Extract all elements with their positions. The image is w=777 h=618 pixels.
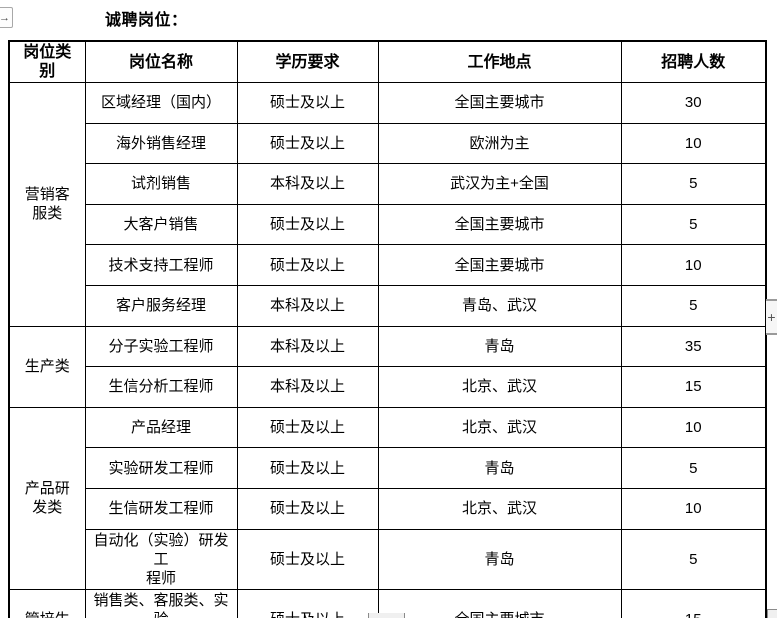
cell-degree: 本科及以上: [236, 366, 379, 408]
header-count: 招聘人数: [620, 40, 767, 83]
scrollbar-corner: [767, 609, 777, 618]
cell-location: 北京、武汉: [377, 406, 622, 449]
cell-degree: 本科及以上: [236, 163, 379, 205]
table-row: 客户服务经理 本科及以上 青岛、武汉 5: [9, 284, 767, 327]
table-row: 生信研发工程师 硕士及以上 北京、武汉 10: [9, 487, 767, 530]
cell-count: 30: [620, 82, 767, 124]
table-row: 实验研发工程师 硕士及以上 青岛 5: [9, 447, 767, 489]
table-row: 海外销售经理 硕士及以上 欧洲为主 10: [9, 122, 767, 165]
table-row: 大客户销售 硕士及以上 全国主要城市 5: [9, 203, 767, 246]
cell-degree: 硕士及以上: [236, 244, 379, 286]
header-position-name: 岗位名称: [84, 40, 238, 83]
table-row: 产品研 发类 产品经理 硕士及以上 北京、武汉 10: [8, 406, 767, 590]
cell-location: 全国主要城市: [377, 82, 622, 124]
scrollbar-divider-bottom: [766, 333, 777, 335]
horizontal-scrollbar-thumb[interactable]: [368, 613, 405, 618]
cell-degree: 硕士及以上: [236, 203, 379, 246]
cell-degree: 本科及以上: [236, 325, 379, 368]
cell-category: 营销客 服类: [8, 82, 86, 327]
page-title: 诚聘岗位：: [105, 12, 188, 29]
cell-position-name: 海外销售经理: [84, 122, 238, 165]
header-degree: 学历要求: [236, 40, 379, 83]
cell-position-name: 生信分析工程师: [84, 366, 238, 408]
plus-icon: +: [767, 309, 776, 325]
table-row: 生信分析工程师 本科及以上 北京、武汉 15: [9, 366, 767, 408]
cell-count: 5: [620, 447, 767, 489]
cell-degree: 硕士及以上: [236, 447, 379, 489]
cell-degree: 硕士及以上: [236, 122, 379, 165]
cell-position-name: 生信研发工程师: [84, 487, 238, 530]
right-arrow-icon: →: [0, 11, 10, 24]
cell-position-name: 自动化（实验）研发工 程师: [84, 528, 238, 590]
cell-category: 管培生: [8, 588, 86, 618]
cell-count: 5: [620, 528, 767, 590]
cell-count: 10: [620, 487, 767, 530]
table-row: 自动化（实验）研发工 程师 硕士及以上 青岛 5: [9, 528, 767, 590]
cell-location: 武汉为主+全国: [377, 163, 622, 205]
scrollbar-divider-top: [766, 299, 777, 301]
scroll-left-arrow-button[interactable]: →: [0, 7, 13, 28]
cell-degree: 硕士及以上: [236, 82, 379, 124]
header-location: 工作地点: [377, 40, 622, 83]
cell-degree: 硕士及以上: [236, 528, 379, 590]
cell-position-name: 分子实验工程师: [84, 325, 238, 368]
cell-category: 产品研 发类: [8, 406, 86, 590]
cell-position-name: 产品经理: [84, 406, 238, 449]
cell-position-name: 销售类、客服类、实验 类、生产类: [84, 588, 238, 618]
cell-degree: 本科及以上: [236, 284, 379, 327]
cell-position-name: 客户服务经理: [84, 284, 238, 327]
cell-position-name: 实验研发工程师: [84, 447, 238, 489]
cell-location: 青岛: [377, 447, 622, 489]
cell-degree: 硕士及以上: [236, 406, 379, 449]
table-row: 管培生 销售类、客服类、实验 类、生产类 硕士及以上 全国主要城市 15: [8, 588, 767, 618]
cell-degree: 硕士及以上: [236, 487, 379, 530]
cell-count: 5: [620, 203, 767, 246]
cell-count: 5: [620, 163, 767, 205]
zoom-in-button[interactable]: +: [766, 301, 777, 333]
cell-location: 青岛: [377, 325, 622, 368]
cell-category: 生产类: [8, 325, 86, 408]
cell-count: 5: [620, 284, 767, 327]
header-row: 岗位类 别 岗位名称 学历要求 工作地点 招聘人数: [8, 40, 767, 83]
cell-location: 全国主要城市: [377, 588, 622, 618]
cell-position-name: 大客户销售: [84, 203, 238, 246]
table-row: 生产类 分子实验工程师 本科及以上 青岛 35: [8, 325, 767, 408]
header-category: 岗位类 别: [8, 40, 86, 83]
table-row: 试剂销售 本科及以上 武汉为主+全国 5: [9, 163, 767, 205]
cell-location: 欧洲为主: [377, 122, 622, 165]
cell-position-name: 试剂销售: [84, 163, 238, 205]
cell-degree: 硕士及以上: [236, 588, 379, 618]
cell-count: 35: [620, 325, 767, 368]
cell-count: 15: [620, 588, 767, 618]
cell-location: 北京、武汉: [377, 487, 622, 530]
cell-location: 北京、武汉: [377, 366, 622, 408]
cell-position-name: 区域经理（国内）: [84, 82, 238, 124]
cell-location: 全国主要城市: [377, 203, 622, 246]
recruitment-table: 岗位类 别 岗位名称 学历要求 工作地点 招聘人数 营销客 服类 区域经理（国内…: [8, 40, 767, 618]
cell-location: 青岛、武汉: [377, 284, 622, 327]
cell-count: 10: [620, 406, 767, 449]
cell-position-name: 技术支持工程师: [84, 244, 238, 286]
cell-count: 15: [620, 366, 767, 408]
cell-location: 全国主要城市: [377, 244, 622, 286]
cell-count: 10: [620, 122, 767, 165]
cell-location: 青岛: [377, 528, 622, 590]
table-row: 营销客 服类 区域经理（国内） 硕士及以上 全国主要城市 30: [8, 82, 767, 327]
cell-count: 10: [620, 244, 767, 286]
table-row: 技术支持工程师 硕士及以上 全国主要城市 10: [9, 244, 767, 286]
